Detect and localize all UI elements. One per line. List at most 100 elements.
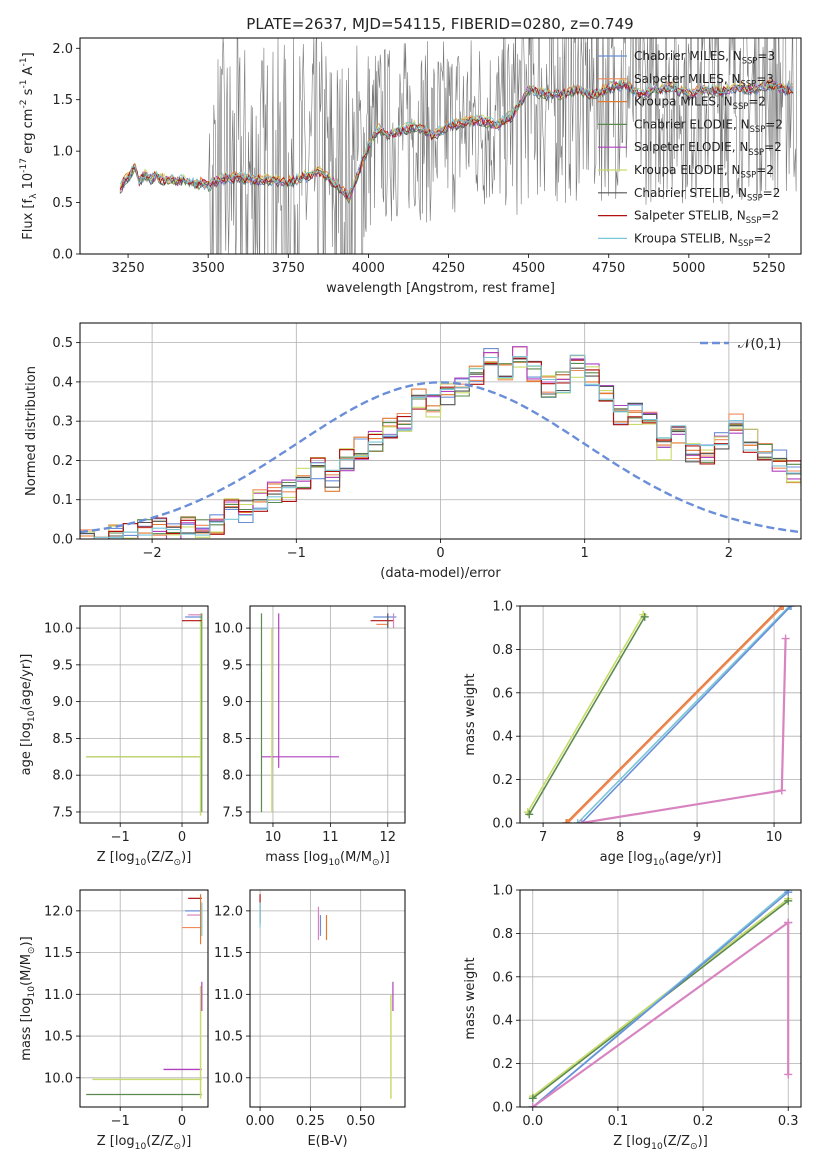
legend-label: Chabrier ELODIE, NSSP​=2 — [634, 117, 783, 134]
figure-title: PLATE=2637, MJD=54115, FIBERID=0280, z=0… — [246, 15, 633, 33]
x-axis-label: Z [log10​(Z/Z⊙​)] — [613, 1134, 708, 1152]
x-axis-label: mass [log10​(M/M⊙​)] — [265, 850, 389, 868]
legend-label: Salpeter STELIB, NSSP​=2 — [634, 209, 779, 226]
x-tick-label: 12 — [380, 830, 397, 845]
y-tick-label: 0.4 — [52, 375, 73, 390]
y-tick-label: 10.0 — [44, 622, 73, 637]
plot-area — [86, 894, 203, 1099]
x-axis-label: wavelength [Angstrom, rest frame] — [326, 281, 555, 296]
y-tick-label: 1.0 — [492, 600, 513, 615]
y-tick-label: 7.5 — [222, 805, 243, 820]
axes-mass_vs_Z: −1 0 10.0 10.5 11.0 11.5 12.0 Z [log10​(Z/Z⊙​)]… — [19, 889, 209, 1152]
y-tick-label: 10.5 — [214, 1030, 243, 1045]
y-tick-label: 8.0 — [222, 769, 243, 784]
y-tick-label: 1.0 — [492, 884, 513, 899]
hist-salpeter_stelib — [80, 357, 801, 539]
legend-label: Kroupa ELODIE, NSSP​=2 — [634, 163, 774, 180]
x-tick-label: −1 — [111, 830, 130, 845]
axes-frame — [519, 605, 802, 824]
y-tick-label: 0.0 — [52, 248, 73, 263]
plot-area — [80, 346, 801, 539]
y-tick-label: 0.6 — [492, 686, 513, 701]
axes-frame — [79, 605, 209, 824]
x-tick-label: 3750 — [272, 261, 305, 276]
y-tick-label: 11.0 — [44, 988, 73, 1003]
weight-line — [567, 606, 784, 823]
legend-label-normal: 𝒩(0,1) — [738, 337, 781, 352]
plot-area — [119, 38, 797, 254]
y-tick-label: 8.5 — [52, 732, 73, 747]
model-line-chabrier_stelib — [119, 83, 794, 200]
x-tick-label: 10 — [265, 830, 282, 845]
axes-residuals: −2 −1 0 1 2 0.0 0.1 0.2 0.3 0.4 0.5 (data-model)/er… — [24, 322, 802, 581]
hist-chabrier_stelib — [80, 358, 801, 539]
x-tick-label: 0.0 — [522, 1114, 543, 1129]
y-tick-label: 8.0 — [52, 769, 73, 784]
y-tick-label: 8.5 — [222, 732, 243, 747]
x-tick-label: 4500 — [512, 261, 545, 276]
y-axis-label: age [log10​(age/yr)] — [19, 654, 37, 776]
legend-label: Kroupa MILES, NSSP​=2 — [634, 95, 766, 112]
y-tick-label: 12.0 — [214, 904, 243, 919]
weight-line — [581, 606, 792, 823]
x-tick-label: 4250 — [432, 261, 465, 276]
y-tick-label: 0.8 — [492, 643, 513, 658]
weight-line — [527, 614, 644, 813]
y-tick-label: 9.5 — [52, 658, 73, 673]
plot-area — [260, 613, 397, 812]
x-tick-label: −1 — [111, 1114, 130, 1129]
weight-line — [532, 891, 789, 1107]
axes-age_vs_Z: −1 0 7.5 8.0 8.5 9.0 9.5 10.0 Z [log10​(Z/Z⊙​)] a… — [19, 605, 209, 868]
x-tick-label: 5000 — [672, 261, 705, 276]
y-tick-label: 0.4 — [492, 1014, 513, 1029]
x-tick-label: −1 — [287, 546, 306, 561]
normal-curve — [80, 381, 799, 534]
x-axis-label: (data-model)/error — [380, 566, 501, 581]
y-tick-label: 0.4 — [492, 730, 513, 745]
y-tick-label: 0.5 — [52, 336, 73, 351]
y-tick-label: 0.2 — [492, 1057, 513, 1072]
y-tick-label: 11.0 — [214, 988, 243, 1003]
hist-kroupa_stelib — [80, 354, 801, 539]
x-tick-label: 0.3 — [778, 1114, 799, 1129]
legend-label: Kroupa STELIB, NSSP​=2 — [634, 231, 771, 248]
y-tick-label: 0.3 — [52, 415, 73, 430]
weight-line — [532, 921, 789, 1107]
legend-label: Chabrier STELIB, NSSP​=2 — [634, 186, 780, 203]
y-tick-label: 7.5 — [52, 805, 73, 820]
x-tick-label: 0.00 — [246, 1114, 275, 1129]
legend-label: Salpeter ELODIE, NSSP​=2 — [634, 140, 782, 157]
hist-kroupa_elodie — [80, 362, 801, 539]
x-tick-label: 1 — [581, 546, 589, 561]
spectrum-legend: Chabrier MILES, NSSP​=3 Salpeter MILES, N… — [598, 49, 783, 248]
y-tick-label: 12.0 — [44, 904, 73, 919]
y-tick-label: 10.0 — [214, 1071, 243, 1086]
legend-label: Salpeter MILES, NSSP​=3 — [634, 72, 774, 89]
x-axis-label: age [log10​(age/yr)] — [600, 850, 722, 868]
y-axis-label: Normed distribution — [24, 366, 39, 496]
axes-frame — [79, 889, 209, 1108]
y-tick-label: 9.0 — [222, 695, 243, 710]
y-tick-label: 2.0 — [52, 42, 73, 57]
axes-mass_vs_EBV: 0.00 0.25 0.50 10.0 10.5 11.0 11.5 12.0 E(B-V) — [214, 889, 406, 1149]
weight-line — [528, 616, 646, 815]
y-tick-label: 11.5 — [214, 946, 243, 961]
x-tick-label: 0 — [436, 546, 444, 561]
y-axis-label: mass weight — [463, 957, 478, 1039]
axes-spectrum: 3250 3500 3750 4000 4250 4500 4750 5000 5250 0.0 0… — [19, 37, 802, 296]
hist-kroupa_miles — [80, 355, 801, 539]
axes-age_vs_mass: 10 11 12 7.5 8.0 8.5 9.0 9.5 10.0 mass [log10​(M/… — [214, 605, 406, 868]
x-tick-label: 0 — [178, 1114, 186, 1129]
x-tick-label: 11 — [322, 830, 339, 845]
axes-frame — [519, 889, 802, 1108]
axes-mass_weight_vs_Z: 0.0 0.1 0.2 0.3 0.0 0.2 0.4 0.6 0.8 1.0 Z [log10​(… — [463, 884, 802, 1152]
x-tick-label: 2 — [725, 546, 733, 561]
plot-area — [528, 890, 793, 1107]
x-axis-label: Z [log10​(Z/Z⊙​)] — [97, 1134, 192, 1152]
y-tick-label: 10.5 — [44, 1030, 73, 1045]
hist-salpeter_elodie — [80, 346, 801, 539]
axes-frame — [249, 889, 406, 1108]
plot-area — [523, 606, 795, 823]
x-tick-label: 7 — [539, 830, 547, 845]
x-tick-label: 0 — [178, 830, 186, 845]
